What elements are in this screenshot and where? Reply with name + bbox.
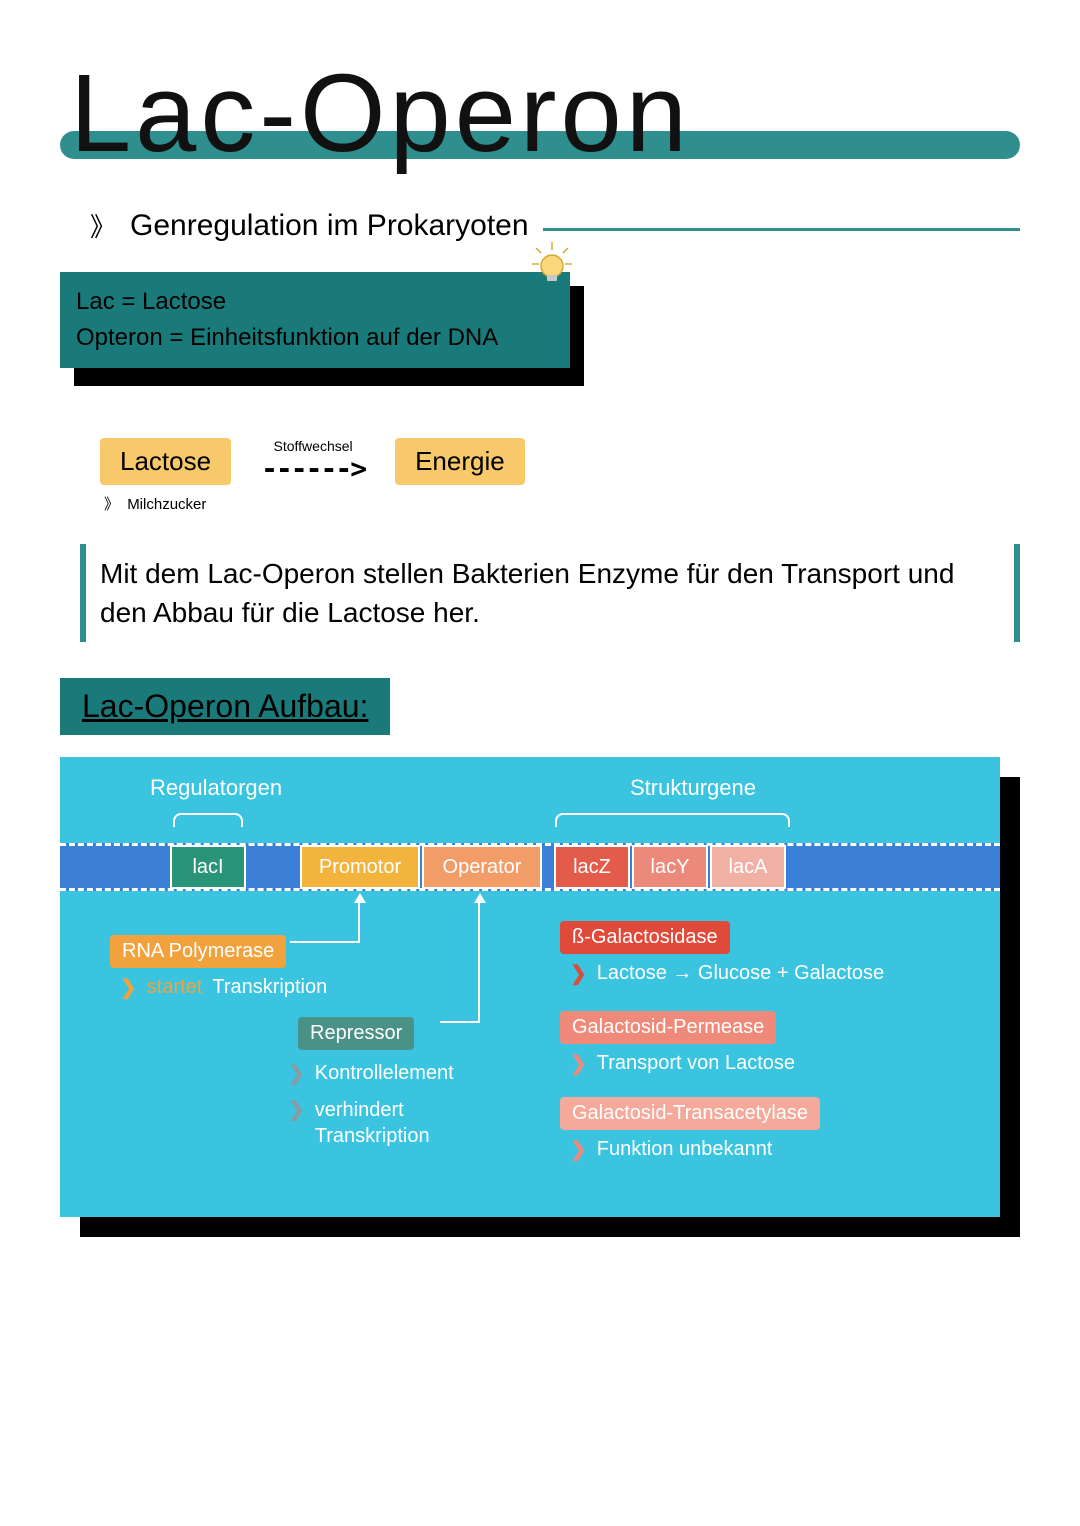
definition-box: Lac = Lactose Opteron = Einheitsfunktion… — [60, 272, 570, 368]
brace-icon — [555, 813, 790, 827]
chevron-icon: ❯ — [570, 1137, 587, 1162]
aufbau-panel: Regulatorgen Strukturgene lacI Promotor … — [60, 757, 1000, 1217]
chevron-icon: ❯ — [570, 961, 587, 986]
definition-line: Lac = Lactose — [76, 284, 554, 320]
energie-pill: Energie — [395, 438, 525, 485]
statement-box: Mit dem Lac-Operon stellen Bakterien Enz… — [80, 544, 1020, 642]
permease-desc: ❯ Transport von Lactose — [570, 1051, 795, 1076]
flow-row: Lactose Stoffwechsel ------> Energie — [100, 438, 1020, 485]
brace-icon — [173, 813, 243, 827]
kontrollelement-line: ❯ Kontrollelement — [288, 1061, 454, 1086]
startet-line: ❯ startet Transkription — [120, 975, 327, 1000]
bgal-desc: ❯ Lactose → Glucose + Galactose — [570, 961, 884, 986]
strukturgene-label: Strukturgene — [630, 775, 756, 801]
subtitle-row: 》 Genregulation im Prokaryoten — [90, 207, 1020, 244]
arrow: Stoffwechsel ------> — [261, 438, 365, 485]
chevron-icon: 》 — [104, 496, 119, 513]
permease-desc-text: Transport von Lactose — [597, 1052, 795, 1075]
gene-operator: Operator — [422, 845, 542, 889]
permease-tag: Galactosid-Permease — [560, 1011, 776, 1044]
regulatorgen-label: Regulatorgen — [150, 775, 282, 801]
transkription-word: Transkription — [212, 976, 327, 999]
connector-line — [440, 903, 480, 1023]
page-title: Lac-Operon — [60, 50, 1020, 177]
transacetylase-desc-text: Funktion unbekannt — [597, 1138, 773, 1161]
verhindert-line: ❯ verhindert Transkription — [288, 1097, 488, 1149]
lactose-pill: Lactose — [100, 438, 231, 485]
lightbulb-icon — [528, 240, 576, 288]
chevron-icon: ❯ — [288, 1061, 305, 1086]
gene-lacA: lacA — [710, 845, 786, 889]
gene-lacZ: lacZ — [554, 845, 630, 889]
aufbau-diagram: Regulatorgen Strukturgene lacI Promotor … — [60, 757, 1020, 1217]
chevron-icon: 》 — [90, 207, 116, 244]
chevron-icon: ❯ — [288, 1097, 305, 1122]
subtitle-text: Genregulation im Prokaryoten — [130, 209, 529, 243]
transacetylase-tag: Galactosid-Transacetylase — [560, 1097, 820, 1130]
chevron-icon: ❯ — [120, 975, 137, 1000]
kontrollelement-word: Kontrollelement — [315, 1062, 454, 1085]
gene-lacI: lacI — [170, 845, 246, 889]
section-header: Lac-Operon Aufbau: — [60, 678, 390, 735]
gene-promotor: Promotor — [300, 845, 420, 889]
transacetylase-desc: ❯ Funktion unbekannt — [570, 1137, 772, 1162]
chevron-icon: ❯ — [570, 1051, 587, 1076]
connector-line — [290, 903, 360, 943]
arrow-up-icon — [474, 893, 486, 903]
rna-polymerase-tag: RNA Polymerase — [110, 935, 286, 968]
bgal-desc-text: Lactose → Glucose + Galactose — [597, 962, 884, 985]
verhindert-word: verhindert Transkription — [315, 1097, 488, 1149]
definition-block: Lac = Lactose Opteron = Einheitsfunktion… — [60, 272, 1020, 368]
definition-line: Opteron = Einheitsfunktion auf der DNA — [76, 320, 554, 356]
startet-word: startet — [147, 976, 203, 999]
milchzucker-note: 》 Milchzucker — [104, 493, 1020, 514]
milchzucker-label: Milchzucker — [127, 496, 206, 513]
title-block: Lac-Operon — [60, 50, 1020, 177]
gene-lacY: lacY — [632, 845, 708, 889]
arrow-up-icon — [354, 893, 366, 903]
bgal-tag: ß-Galactosidase — [560, 921, 730, 954]
subtitle-rule — [543, 228, 1020, 231]
dashed-arrow-icon: ------> — [261, 452, 365, 485]
repressor-tag: Repressor — [298, 1017, 414, 1050]
